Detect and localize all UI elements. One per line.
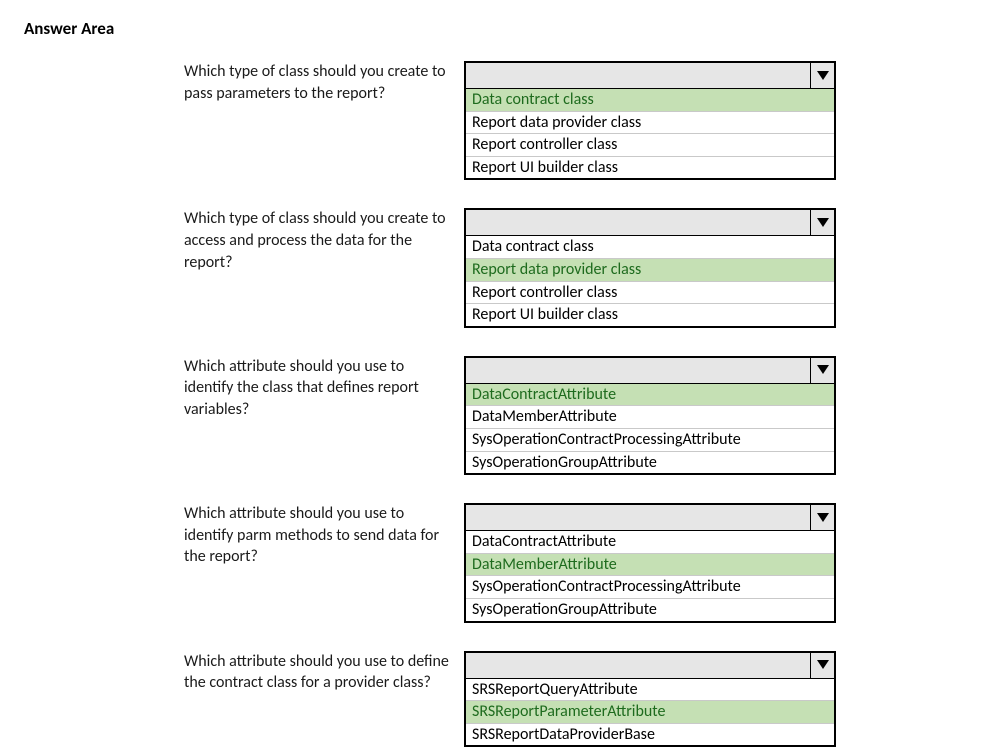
page-title: Answer Area bbox=[24, 18, 1000, 39]
question-row: Which type of class should you create to… bbox=[24, 61, 1000, 180]
dropdown-option[interactable]: SRSReportParameterAttribute bbox=[466, 701, 834, 724]
question-text: Which type of class should you create to… bbox=[24, 208, 464, 273]
dropdown-option[interactable]: Report controller class bbox=[466, 134, 834, 157]
dropdown[interactable]: DataContractAttributeDataMemberAttribute… bbox=[464, 503, 836, 622]
dropdown-option[interactable]: Report controller class bbox=[466, 282, 834, 305]
question-text: Which attribute should you use to define… bbox=[24, 651, 464, 694]
chevron-down-icon[interactable] bbox=[810, 63, 834, 88]
question-row: Which type of class should you create to… bbox=[24, 208, 1000, 327]
dropdown-option[interactable]: SysOperationGroupAttribute bbox=[466, 452, 834, 474]
dropdown-header[interactable] bbox=[466, 358, 834, 384]
question-text: Which attribute should you use to identi… bbox=[24, 503, 464, 568]
dropdown-option[interactable]: Data contract class bbox=[466, 236, 834, 259]
questions-container: Which type of class should you create to… bbox=[24, 61, 1000, 747]
dropdown-header[interactable] bbox=[466, 653, 834, 679]
dropdown-option[interactable]: Report UI builder class bbox=[466, 157, 834, 179]
dropdown[interactable]: Data contract classReport data provider … bbox=[464, 208, 836, 327]
dropdown-option[interactable]: Report data provider class bbox=[466, 112, 834, 135]
dropdown[interactable]: Data contract classReport data provider … bbox=[464, 61, 836, 180]
dropdown-option[interactable]: SysOperationGroupAttribute bbox=[466, 599, 834, 621]
chevron-down-icon[interactable] bbox=[810, 505, 834, 530]
dropdown-option[interactable]: SysOperationContractProcessingAttribute bbox=[466, 429, 834, 452]
dropdown-option[interactable]: Report data provider class bbox=[466, 259, 834, 282]
dropdown-option[interactable]: DataMemberAttribute bbox=[466, 554, 834, 577]
dropdown-header[interactable] bbox=[466, 63, 834, 89]
dropdown-header[interactable] bbox=[466, 210, 834, 236]
question-text: Which type of class should you create to… bbox=[24, 61, 464, 104]
dropdown-option[interactable]: DataMemberAttribute bbox=[466, 406, 834, 429]
dropdown-option[interactable]: DataContractAttribute bbox=[466, 384, 834, 407]
question-row: Which attribute should you use to identi… bbox=[24, 503, 1000, 622]
dropdown-option[interactable]: SRSReportQueryAttribute bbox=[466, 679, 834, 702]
chevron-down-icon[interactable] bbox=[810, 210, 834, 235]
question-row: Which attribute should you use to identi… bbox=[24, 356, 1000, 475]
question-text: Which attribute should you use to identi… bbox=[24, 356, 464, 421]
chevron-down-icon[interactable] bbox=[810, 653, 834, 678]
dropdown-option[interactable]: DataContractAttribute bbox=[466, 531, 834, 554]
dropdown-option[interactable]: Report UI builder class bbox=[466, 304, 834, 326]
dropdown[interactable]: DataContractAttributeDataMemberAttribute… bbox=[464, 356, 836, 475]
dropdown-option[interactable]: SysOperationContractProcessingAttribute bbox=[466, 576, 834, 599]
dropdown-header[interactable] bbox=[466, 505, 834, 531]
dropdown[interactable]: SRSReportQueryAttributeSRSReportParamete… bbox=[464, 651, 836, 747]
question-row: Which attribute should you use to define… bbox=[24, 651, 1000, 747]
chevron-down-icon[interactable] bbox=[810, 358, 834, 383]
dropdown-option[interactable]: Data contract class bbox=[466, 89, 834, 112]
dropdown-option[interactable]: SRSReportDataProviderBase bbox=[466, 724, 834, 746]
